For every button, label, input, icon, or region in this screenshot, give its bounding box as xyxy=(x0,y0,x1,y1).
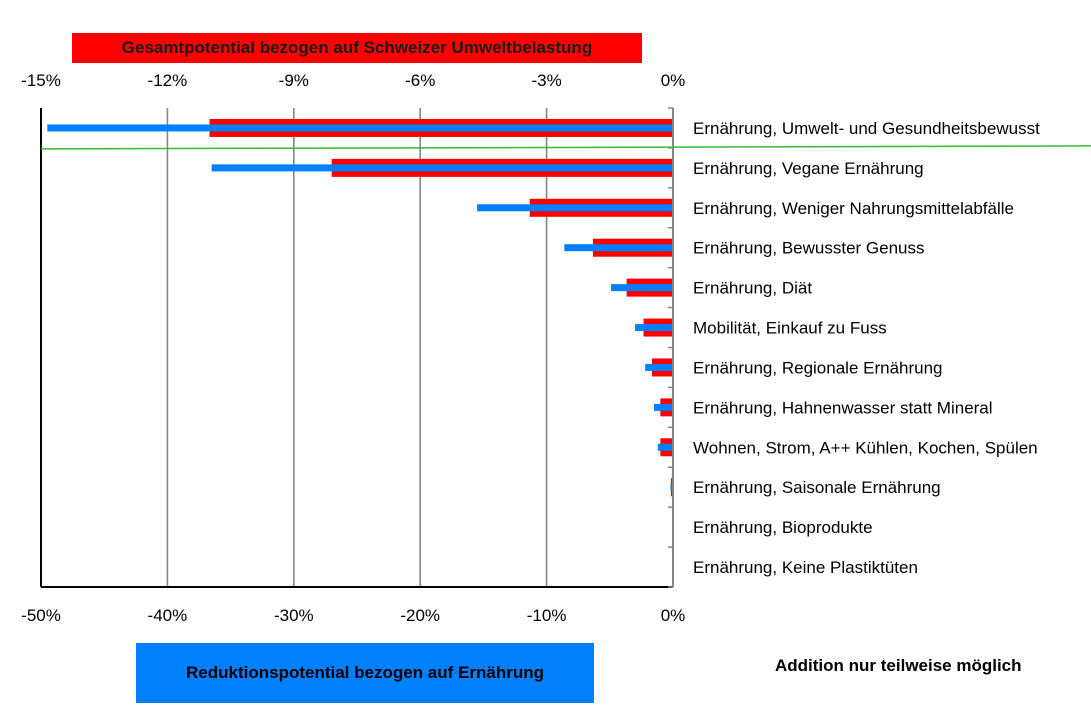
category-label: Ernährung, Bioprodukte xyxy=(693,518,873,537)
gridlines xyxy=(166,108,548,587)
bar-reduktionspotential xyxy=(211,164,673,172)
category-labels: Ernährung, Umwelt- und Gesundheitsbewuss… xyxy=(693,119,1040,577)
chart-note: Addition nur teilweise möglich xyxy=(775,656,1022,675)
top-axis-title: Gesamtpotential bezogen auf Schweizer Um… xyxy=(72,33,642,63)
category-label: Ernährung, Bewusster Genuss xyxy=(693,239,925,258)
category-label: Ernährung, Vegane Ernährung xyxy=(693,159,924,178)
reference-line xyxy=(40,145,1091,150)
bar-reduktionspotential xyxy=(645,363,673,371)
category-label: Ernährung, Regionale Ernährung xyxy=(693,358,943,377)
bar-reduktionspotential xyxy=(564,244,673,252)
axes xyxy=(40,107,1091,588)
bottom-tick-label: -30% xyxy=(274,606,314,625)
bar-reduktionspotential xyxy=(654,403,673,411)
tick-labels: -15% -12% -9% -6% -3% 0% -50% -40% -30% -20% -10% 0… xyxy=(21,71,685,625)
top-tick-label: -9% xyxy=(279,71,309,90)
bars xyxy=(47,118,674,497)
bottom-axis-title: Reduktionspotential bezogen auf Ernährun… xyxy=(136,643,594,703)
category-label: Ernährung, Diät xyxy=(693,279,812,298)
top-tick-label: -12% xyxy=(148,71,188,90)
bottom-tick-label: 0% xyxy=(661,606,686,625)
category-label: Ernährung, Umwelt- und Gesundheitsbewuss… xyxy=(693,119,1040,138)
category-label: Wohnen, Strom, A++ Kühlen, Kochen, Spüle… xyxy=(693,438,1038,457)
top-tick-label: -3% xyxy=(531,71,561,90)
bottom-tick-label: -40% xyxy=(148,606,188,625)
bar-reduktionspotential xyxy=(635,324,673,332)
bar-reduktionspotential xyxy=(670,483,673,491)
category-label: Ernährung, Weniger Nahrungsmittelabfälle xyxy=(693,199,1014,218)
category-label: Ernährung, Saisonale Ernährung xyxy=(693,478,941,497)
top-tick-label: -15% xyxy=(21,71,61,90)
category-label: Ernährung, Keine Plastiktüten xyxy=(693,558,918,577)
bar-reduktionspotential xyxy=(657,443,673,451)
category-label: Mobilität, Einkauf zu Fuss xyxy=(693,319,887,338)
bottom-tick-label: -50% xyxy=(21,606,61,625)
bar-reduktionspotential xyxy=(47,124,673,132)
bar-reduktionspotential xyxy=(477,204,673,212)
top-tick-label: -6% xyxy=(405,71,435,90)
bar-reduktionspotential xyxy=(611,284,673,292)
bottom-tick-label: -20% xyxy=(400,606,440,625)
bottom-tick-label: -10% xyxy=(527,606,567,625)
top-tick-label: 0% xyxy=(661,71,686,90)
category-label: Ernährung, Hahnenwasser statt Mineral xyxy=(693,398,993,417)
